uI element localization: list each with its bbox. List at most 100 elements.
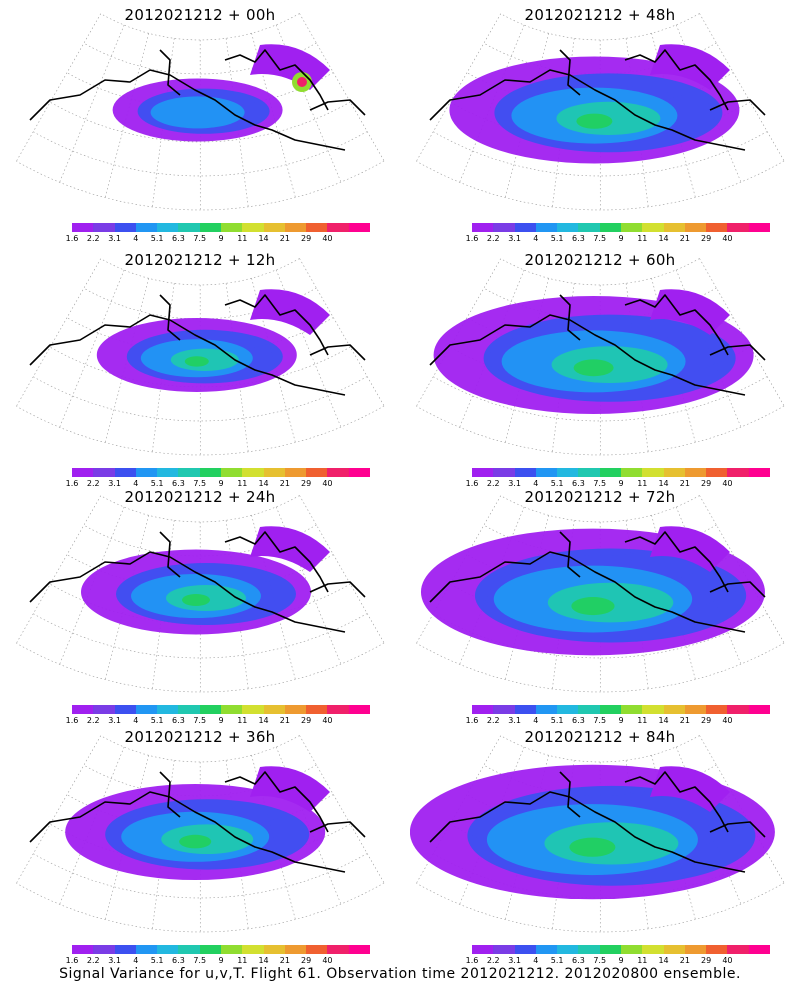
colorbar-swatch (306, 468, 328, 477)
map-canvas (416, 13, 785, 211)
map-canvas (16, 258, 385, 456)
colorbar-labels: 1.6 2.2 3.1 4 5.1 6.3 7.5 9 11 14 21 29 40 (62, 479, 382, 489)
colorbar-swatch (514, 945, 536, 954)
colorbar-tick-label: 9 (618, 479, 624, 488)
colorbar-tick-label: 6.3 (572, 479, 585, 488)
colorbar-tick-label: 2.2 (486, 956, 500, 965)
colorbar-tick-label: 6.3 (172, 479, 185, 488)
colorbar-swatch (327, 705, 349, 714)
colorbar-swatch (220, 705, 243, 714)
colorbar-swatch (748, 468, 770, 477)
colorbar-tick-label: 11 (637, 956, 648, 965)
colorbar-labels: 1.6 2.2 3.1 4 5.1 6.3 7.5 9 11 14 21 29 40 (62, 234, 382, 244)
colorbar-swatch (684, 945, 707, 954)
colorbar-swatch (578, 223, 600, 232)
colorbar-swatch (72, 945, 94, 954)
colorbar-tick-label: 9 (618, 716, 624, 725)
colorbar-swatch (514, 223, 536, 232)
colorbar (472, 945, 770, 954)
colorbar-tick-label: 3.1 (108, 479, 121, 488)
figure-caption: Signal Variance for u,v,T. Flight 61. Ob… (59, 966, 741, 982)
colorbar-tick-label: 9 (218, 234, 224, 243)
variance-field (65, 766, 330, 880)
colorbar-tick-label: 1.6 (65, 716, 79, 725)
colorbar-tick-label: 14 (258, 479, 269, 488)
variance-field (420, 526, 765, 656)
colorbar-tick-label: 1.6 (65, 234, 79, 243)
colorbar-swatch (578, 945, 600, 954)
colorbar-swatch (242, 468, 264, 477)
colorbar-tick-label: 14 (258, 956, 269, 965)
colorbar-swatch (599, 468, 621, 477)
map-panel: 2012021212 + 72h 1.6 2.2 3.1 4 5.1 6.3 7.5 9 11 1… (410, 482, 790, 725)
colorbar-tick-label: 14 (658, 956, 669, 965)
colorbar-tick-label: 4 (533, 956, 539, 965)
colorbar-swatch (557, 945, 579, 954)
panel-title: 2012021212 + 84h (524, 728, 676, 746)
colorbar-tick-label: 9 (218, 956, 224, 965)
colorbar-tick-label: 21 (679, 956, 690, 965)
panel-title: 2012021212 + 48h (524, 6, 676, 24)
colorbar-swatch (727, 705, 749, 714)
colorbar-swatch (114, 705, 136, 714)
colorbar-tick-label: 3.1 (508, 234, 521, 243)
colorbar-swatch (663, 705, 685, 714)
colorbar-tick-label: 11 (637, 234, 648, 243)
colorbar-swatch (135, 945, 158, 954)
colorbar-tick-label: 14 (658, 716, 669, 725)
map-canvas (410, 735, 785, 933)
colorbar (472, 223, 770, 232)
colorbar-swatch (72, 223, 94, 232)
colorbar-tick-label: 21 (279, 234, 290, 243)
colorbar-tick-label: 7.5 (593, 716, 607, 725)
colorbar-tick-label: 14 (258, 234, 269, 243)
coastline (29, 531, 366, 633)
colorbar-swatch (684, 468, 707, 477)
colorbar-swatch (514, 705, 536, 714)
colorbar-swatch (135, 468, 158, 477)
colorbar-tick-label: 5.1 (550, 479, 564, 488)
colorbar-swatch (684, 223, 707, 232)
colorbar-swatch (263, 468, 285, 477)
colorbar-swatch (493, 468, 515, 477)
colorbar-tick-label: 7.5 (593, 956, 607, 965)
colorbar-tick-label: 4 (133, 234, 139, 243)
colorbar-tick-label: 1.6 (465, 479, 479, 488)
colorbar-tick-label: 9 (218, 479, 224, 488)
colorbar-tick-label: 4 (533, 716, 539, 725)
colorbar-swatch (599, 945, 621, 954)
colorbar-swatch (114, 223, 136, 232)
colorbar-tick-label: 9 (618, 956, 624, 965)
colorbar-swatch (114, 945, 136, 954)
map-canvas (16, 735, 385, 933)
colorbar-tick-label: 40 (322, 716, 333, 725)
colorbar-swatch (242, 945, 264, 954)
colorbar-tick-label: 29 (301, 234, 312, 243)
panel-title: 2012021212 + 36h (124, 728, 276, 746)
colorbar-swatch (348, 468, 370, 477)
colorbar-swatch (727, 223, 749, 232)
colorbar-swatch (199, 223, 221, 232)
colorbar (472, 705, 770, 714)
colorbar (72, 945, 370, 954)
colorbar-swatch (220, 223, 243, 232)
colorbar-swatch (220, 468, 243, 477)
colorbar-swatch (663, 945, 685, 954)
colorbar-tick-label: 3.1 (508, 716, 521, 725)
colorbar-tick-label: 14 (658, 234, 669, 243)
panel-title: 2012021212 + 12h (124, 251, 276, 269)
variance-field (433, 289, 754, 414)
colorbar-swatch (327, 468, 349, 477)
colorbar (72, 223, 370, 232)
map-panel: 2012021212 + 84h 1.6 2.2 3.1 4 5.1 6.3 7.5 9 11 1… (410, 722, 790, 965)
colorbar-swatch (642, 223, 664, 232)
colorbar-tick-label: 1.6 (465, 956, 479, 965)
colorbar-swatch (620, 223, 643, 232)
colorbar-tick-label: 40 (322, 956, 333, 965)
map-panel: 2012021212 + 48h 1.6 2.2 3.1 4 5.1 6.3 7.5 9 11 1… (410, 0, 790, 243)
colorbar-swatch (706, 468, 728, 477)
panel-title: 2012021212 + 24h (124, 488, 276, 506)
colorbar-swatch (514, 468, 536, 477)
coastline (429, 531, 766, 633)
variance-field (81, 526, 330, 635)
